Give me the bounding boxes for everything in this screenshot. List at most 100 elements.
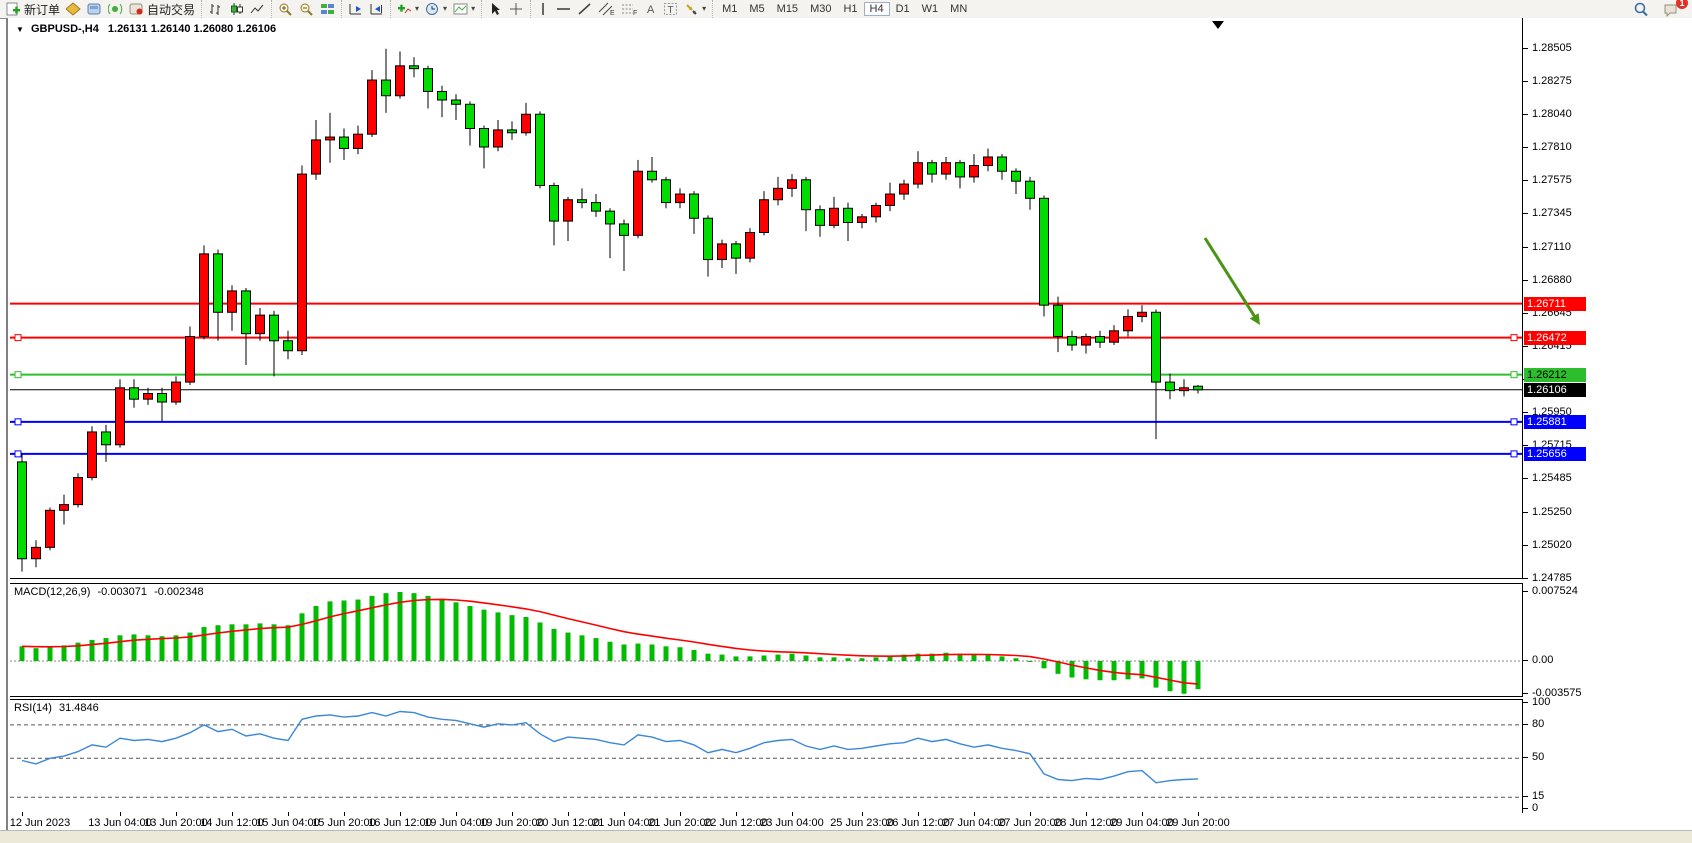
rsi-tick-label: 80	[1532, 717, 1545, 730]
time-tick-label: 21 Jun 04:00	[592, 817, 656, 829]
vertical-line-button[interactable]	[534, 1, 553, 17]
time-tick-label: 25 Jun 23:00	[830, 817, 894, 829]
price-badge-bid: 1.26106	[1524, 382, 1586, 397]
arrows-tool-icon	[686, 4, 697, 15]
rsi-label: RSI(14) 31.4846	[14, 702, 99, 714]
chart-shift-marker-icon[interactable]	[1212, 21, 1224, 29]
quote-ohlc-label: 1.26131 1.26140 1.26080 1.26106	[107, 23, 277, 35]
rsi-tick-label: 100	[1532, 695, 1551, 708]
timeframe-M15[interactable]: M15	[776, 3, 799, 15]
periods-button[interactable]: ▾	[422, 1, 450, 17]
time-tick-label: 26 Jun 12:00	[886, 817, 950, 829]
notification-count-badge: 1	[1676, 0, 1688, 9]
axis-tick	[1523, 511, 1528, 513]
templates-icon	[453, 3, 468, 15]
axis-tick	[1523, 246, 1528, 248]
search-button[interactable]	[1630, 1, 1652, 18]
line-chart-type-button[interactable]	[247, 1, 268, 17]
signals-icon	[108, 3, 123, 15]
fibonacci-button[interactable]: F	[618, 1, 641, 17]
price-tick-label: 1.26880	[1532, 273, 1572, 286]
bar-chart-type-button[interactable]	[205, 1, 226, 17]
text-button[interactable]: A	[641, 1, 660, 17]
timeframe-D1[interactable]: D1	[895, 3, 910, 15]
notifications-button[interactable]: 1	[1660, 0, 1688, 18]
hline-objects[interactable]	[10, 302, 1522, 458]
time-tick-label: 23 Jun 04:00	[760, 817, 824, 829]
rsi-tick-label: 50	[1532, 751, 1545, 764]
timeframe-MN[interactable]: MN	[950, 3, 968, 15]
toolbar-group-insert: ▾ ▾ ▾	[390, 0, 481, 18]
time-tick	[1142, 812, 1143, 816]
time-tick-label: 12 Jun 2023	[9, 817, 71, 829]
cursor-button[interactable]	[485, 1, 506, 17]
candlestick-type-button[interactable]	[226, 1, 247, 17]
time-tick	[680, 812, 681, 816]
time-tick	[918, 812, 919, 816]
tile-windows-button[interactable]	[317, 1, 338, 17]
text-label-button[interactable]: T	[660, 1, 681, 17]
axis-tick	[1523, 345, 1528, 347]
macd-main-value: -0.003071	[97, 586, 148, 598]
price-tick-label: 1.27345	[1532, 207, 1572, 220]
signals-button[interactable]	[105, 1, 126, 17]
time-tick-label: 19 Jun 04:00	[424, 817, 488, 829]
time-axis[interactable]: 12 Jun 2023 13 Jun 04:00 13 Jun 20:00 14 Ju…	[10, 812, 1522, 830]
timeframe-W1[interactable]: W1	[921, 3, 939, 15]
svg-text:T: T	[668, 5, 674, 16]
zoom-out-button[interactable]	[296, 1, 317, 17]
trendline-button[interactable]	[574, 1, 595, 17]
macd-tick-label: 0.007524	[1532, 585, 1578, 597]
macd-pane[interactable]	[10, 583, 1523, 697]
equidistant-channel-button[interactable]: E	[595, 1, 618, 17]
window-menu-icon[interactable]: ▼	[16, 25, 24, 34]
arrows-tool-button[interactable]: ▾	[681, 1, 709, 17]
time-tick	[792, 812, 793, 816]
timeframe-M30[interactable]: M30	[810, 3, 832, 15]
axis-tick	[1523, 796, 1528, 798]
crosshair-button[interactable]	[506, 1, 527, 17]
toolbar-group-orders: 新订单 自动交易	[0, 0, 201, 18]
symbol-label: GBPUSD-,H4	[30, 23, 99, 35]
templates-button[interactable]: ▾	[450, 1, 478, 17]
time-tick	[1086, 812, 1087, 816]
chart-window[interactable]: ▼ GBPUSD-,H4 1.26131 1.26140 1.26080 1.2…	[6, 18, 1692, 830]
timeframe-H1[interactable]: H1	[843, 3, 858, 15]
timeframe-M1[interactable]: M1	[722, 3, 738, 15]
new-order-button[interactable]: 新订单	[3, 0, 63, 19]
timeframe-M5[interactable]: M5	[749, 3, 765, 15]
price-tick-label: 1.24785	[1532, 571, 1572, 584]
time-tick	[288, 812, 289, 816]
axis-tick	[1523, 114, 1528, 116]
time-tick	[1030, 812, 1031, 816]
autotrading-button[interactable]: 自动交易	[126, 0, 198, 19]
timeframe-H4[interactable]: H4	[863, 2, 890, 16]
rsi-pane[interactable]	[10, 699, 1523, 813]
time-tick-label: 29 Jun 20:00	[1166, 817, 1230, 829]
chart-shift-button[interactable]	[366, 1, 387, 17]
axis-tick	[1523, 660, 1528, 661]
crosshair-icon	[510, 3, 523, 15]
price-tick-label: 1.28040	[1532, 108, 1572, 121]
candlestick-type-icon	[231, 3, 244, 15]
rsi-value: 31.4846	[58, 702, 99, 714]
price-tick-label: 1.25020	[1532, 538, 1572, 551]
price-tick-label: 1.27810	[1532, 141, 1572, 154]
horizontal-line-icon	[557, 8, 571, 10]
auto-scroll-button[interactable]	[345, 1, 366, 17]
price-pane[interactable]	[10, 18, 1523, 579]
time-tick-label: 19 Jun 20:00	[480, 817, 544, 829]
axis-tick	[1523, 591, 1528, 592]
axis-tick	[1523, 279, 1528, 281]
horizontal-line-button[interactable]	[553, 1, 574, 17]
time-tick-label: 21 Jun 20:00	[648, 817, 712, 829]
zoom-in-button[interactable]	[275, 1, 296, 17]
time-tick-label: 14 Jun 12:00	[200, 817, 264, 829]
arrow-annotation[interactable]	[1203, 237, 1260, 325]
text-label-icon: T	[664, 3, 678, 16]
indicators-button[interactable]: ▾	[394, 1, 422, 17]
market-watch-button[interactable]	[63, 1, 84, 17]
data-window-button[interactable]	[84, 1, 105, 17]
axis-tick	[1523, 312, 1528, 314]
